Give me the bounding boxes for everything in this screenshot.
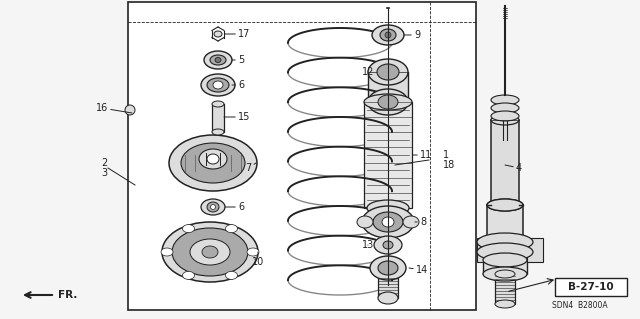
Ellipse shape — [385, 32, 391, 38]
Ellipse shape — [225, 225, 237, 233]
Ellipse shape — [207, 202, 219, 212]
Ellipse shape — [362, 206, 414, 238]
Text: 17: 17 — [225, 29, 250, 39]
Ellipse shape — [378, 95, 398, 109]
Ellipse shape — [247, 248, 259, 256]
Bar — [491, 120, 519, 205]
Ellipse shape — [491, 95, 519, 105]
Ellipse shape — [215, 57, 221, 63]
Ellipse shape — [212, 101, 224, 107]
Ellipse shape — [403, 216, 419, 228]
Ellipse shape — [383, 241, 393, 249]
Bar — [477, 238, 493, 262]
Ellipse shape — [487, 269, 523, 281]
Text: 9: 9 — [404, 30, 420, 40]
Text: 18: 18 — [443, 160, 455, 170]
Ellipse shape — [378, 292, 398, 304]
Ellipse shape — [212, 129, 224, 135]
Ellipse shape — [210, 55, 226, 65]
Ellipse shape — [211, 204, 216, 210]
Ellipse shape — [495, 300, 515, 308]
Text: 6: 6 — [232, 80, 244, 90]
Ellipse shape — [377, 64, 399, 80]
Ellipse shape — [204, 51, 232, 69]
Text: 14: 14 — [409, 265, 428, 275]
Bar — [487, 205, 523, 275]
Ellipse shape — [491, 115, 519, 125]
Bar — [555, 278, 627, 296]
Ellipse shape — [378, 261, 398, 275]
Bar — [495, 274, 515, 304]
Ellipse shape — [201, 74, 235, 96]
Ellipse shape — [201, 199, 225, 215]
Ellipse shape — [370, 256, 406, 280]
Bar — [128, 2, 476, 310]
Ellipse shape — [213, 81, 223, 89]
Bar — [483, 260, 527, 274]
Text: 1: 1 — [443, 150, 449, 160]
Bar — [368, 72, 408, 102]
Ellipse shape — [491, 103, 519, 113]
Ellipse shape — [477, 233, 533, 251]
Text: 5: 5 — [232, 55, 244, 65]
Text: 8: 8 — [415, 217, 426, 227]
Text: B-27-10: B-27-10 — [568, 282, 614, 292]
Bar — [212, 104, 224, 132]
Ellipse shape — [487, 199, 523, 211]
Ellipse shape — [477, 243, 533, 261]
Ellipse shape — [367, 200, 409, 216]
Text: 13: 13 — [362, 240, 374, 250]
Ellipse shape — [372, 25, 404, 45]
Ellipse shape — [491, 111, 519, 121]
Ellipse shape — [214, 31, 222, 37]
Text: 16: 16 — [96, 103, 132, 113]
Ellipse shape — [199, 149, 227, 169]
Ellipse shape — [202, 246, 218, 258]
Ellipse shape — [368, 89, 408, 115]
Ellipse shape — [373, 212, 403, 232]
Ellipse shape — [182, 225, 195, 233]
Text: 10: 10 — [252, 252, 264, 267]
Ellipse shape — [181, 143, 245, 183]
Ellipse shape — [357, 216, 373, 228]
Ellipse shape — [190, 239, 230, 265]
Ellipse shape — [495, 270, 515, 278]
Ellipse shape — [172, 228, 248, 276]
Bar — [378, 278, 398, 298]
Ellipse shape — [483, 267, 527, 281]
Text: 11: 11 — [413, 150, 432, 160]
Text: FR.: FR. — [58, 290, 77, 300]
Bar — [477, 242, 533, 252]
Ellipse shape — [169, 135, 257, 191]
Text: 7: 7 — [245, 163, 256, 173]
Ellipse shape — [207, 78, 229, 92]
Text: SDN4  B2800A: SDN4 B2800A — [552, 300, 608, 309]
Text: 6: 6 — [225, 202, 244, 212]
Ellipse shape — [125, 105, 135, 115]
Ellipse shape — [374, 236, 402, 254]
Ellipse shape — [487, 199, 523, 211]
Text: 15: 15 — [224, 112, 250, 122]
Ellipse shape — [382, 217, 394, 227]
Bar — [364, 102, 412, 208]
Ellipse shape — [161, 248, 173, 256]
Ellipse shape — [380, 29, 396, 41]
Ellipse shape — [483, 253, 527, 267]
Ellipse shape — [368, 59, 408, 85]
Bar — [527, 238, 543, 262]
Text: 2: 2 — [100, 158, 107, 168]
Ellipse shape — [207, 154, 219, 164]
Ellipse shape — [182, 271, 195, 279]
Ellipse shape — [162, 222, 258, 282]
Text: 4: 4 — [505, 163, 522, 173]
Text: 12: 12 — [362, 67, 374, 77]
Ellipse shape — [364, 94, 412, 110]
Ellipse shape — [225, 271, 237, 279]
Text: 3: 3 — [101, 168, 107, 178]
